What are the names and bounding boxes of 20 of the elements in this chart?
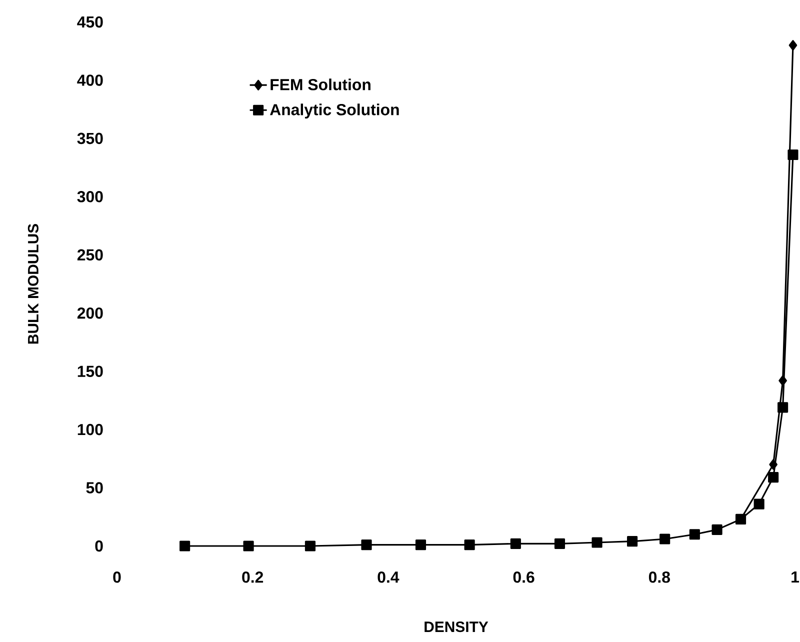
x-tick-label: 0.4 (378, 572, 400, 583)
y-tick-label: 0 (95, 540, 103, 552)
x-tick-label: 0.6 (513, 572, 534, 583)
legend-label: Analytic Solution (270, 104, 399, 118)
y-tick-label: 200 (77, 307, 103, 319)
y-tick-label: 50 (86, 482, 103, 494)
x-tick-label: 1 (792, 572, 799, 582)
y-tick-label: 450 (77, 16, 103, 28)
y-tick-label: 150 (78, 366, 103, 377)
x-tick-label: 0.8 (648, 572, 670, 583)
y-axis-title: BULK MODULUS (28, 224, 38, 344)
y-tick-label: 300 (77, 191, 103, 202)
legend-label: FEM Solution (270, 78, 370, 90)
x-axis-title: DENSITY (424, 622, 488, 632)
x-tick-label: 0.2 (242, 572, 264, 583)
y-tick-label: 350 (77, 132, 103, 144)
x-tick-label: 0 (113, 572, 121, 583)
y-tick-label: 100 (78, 424, 103, 436)
y-tick-label: 250 (77, 249, 103, 261)
y-tick-label: 400 (77, 74, 103, 86)
